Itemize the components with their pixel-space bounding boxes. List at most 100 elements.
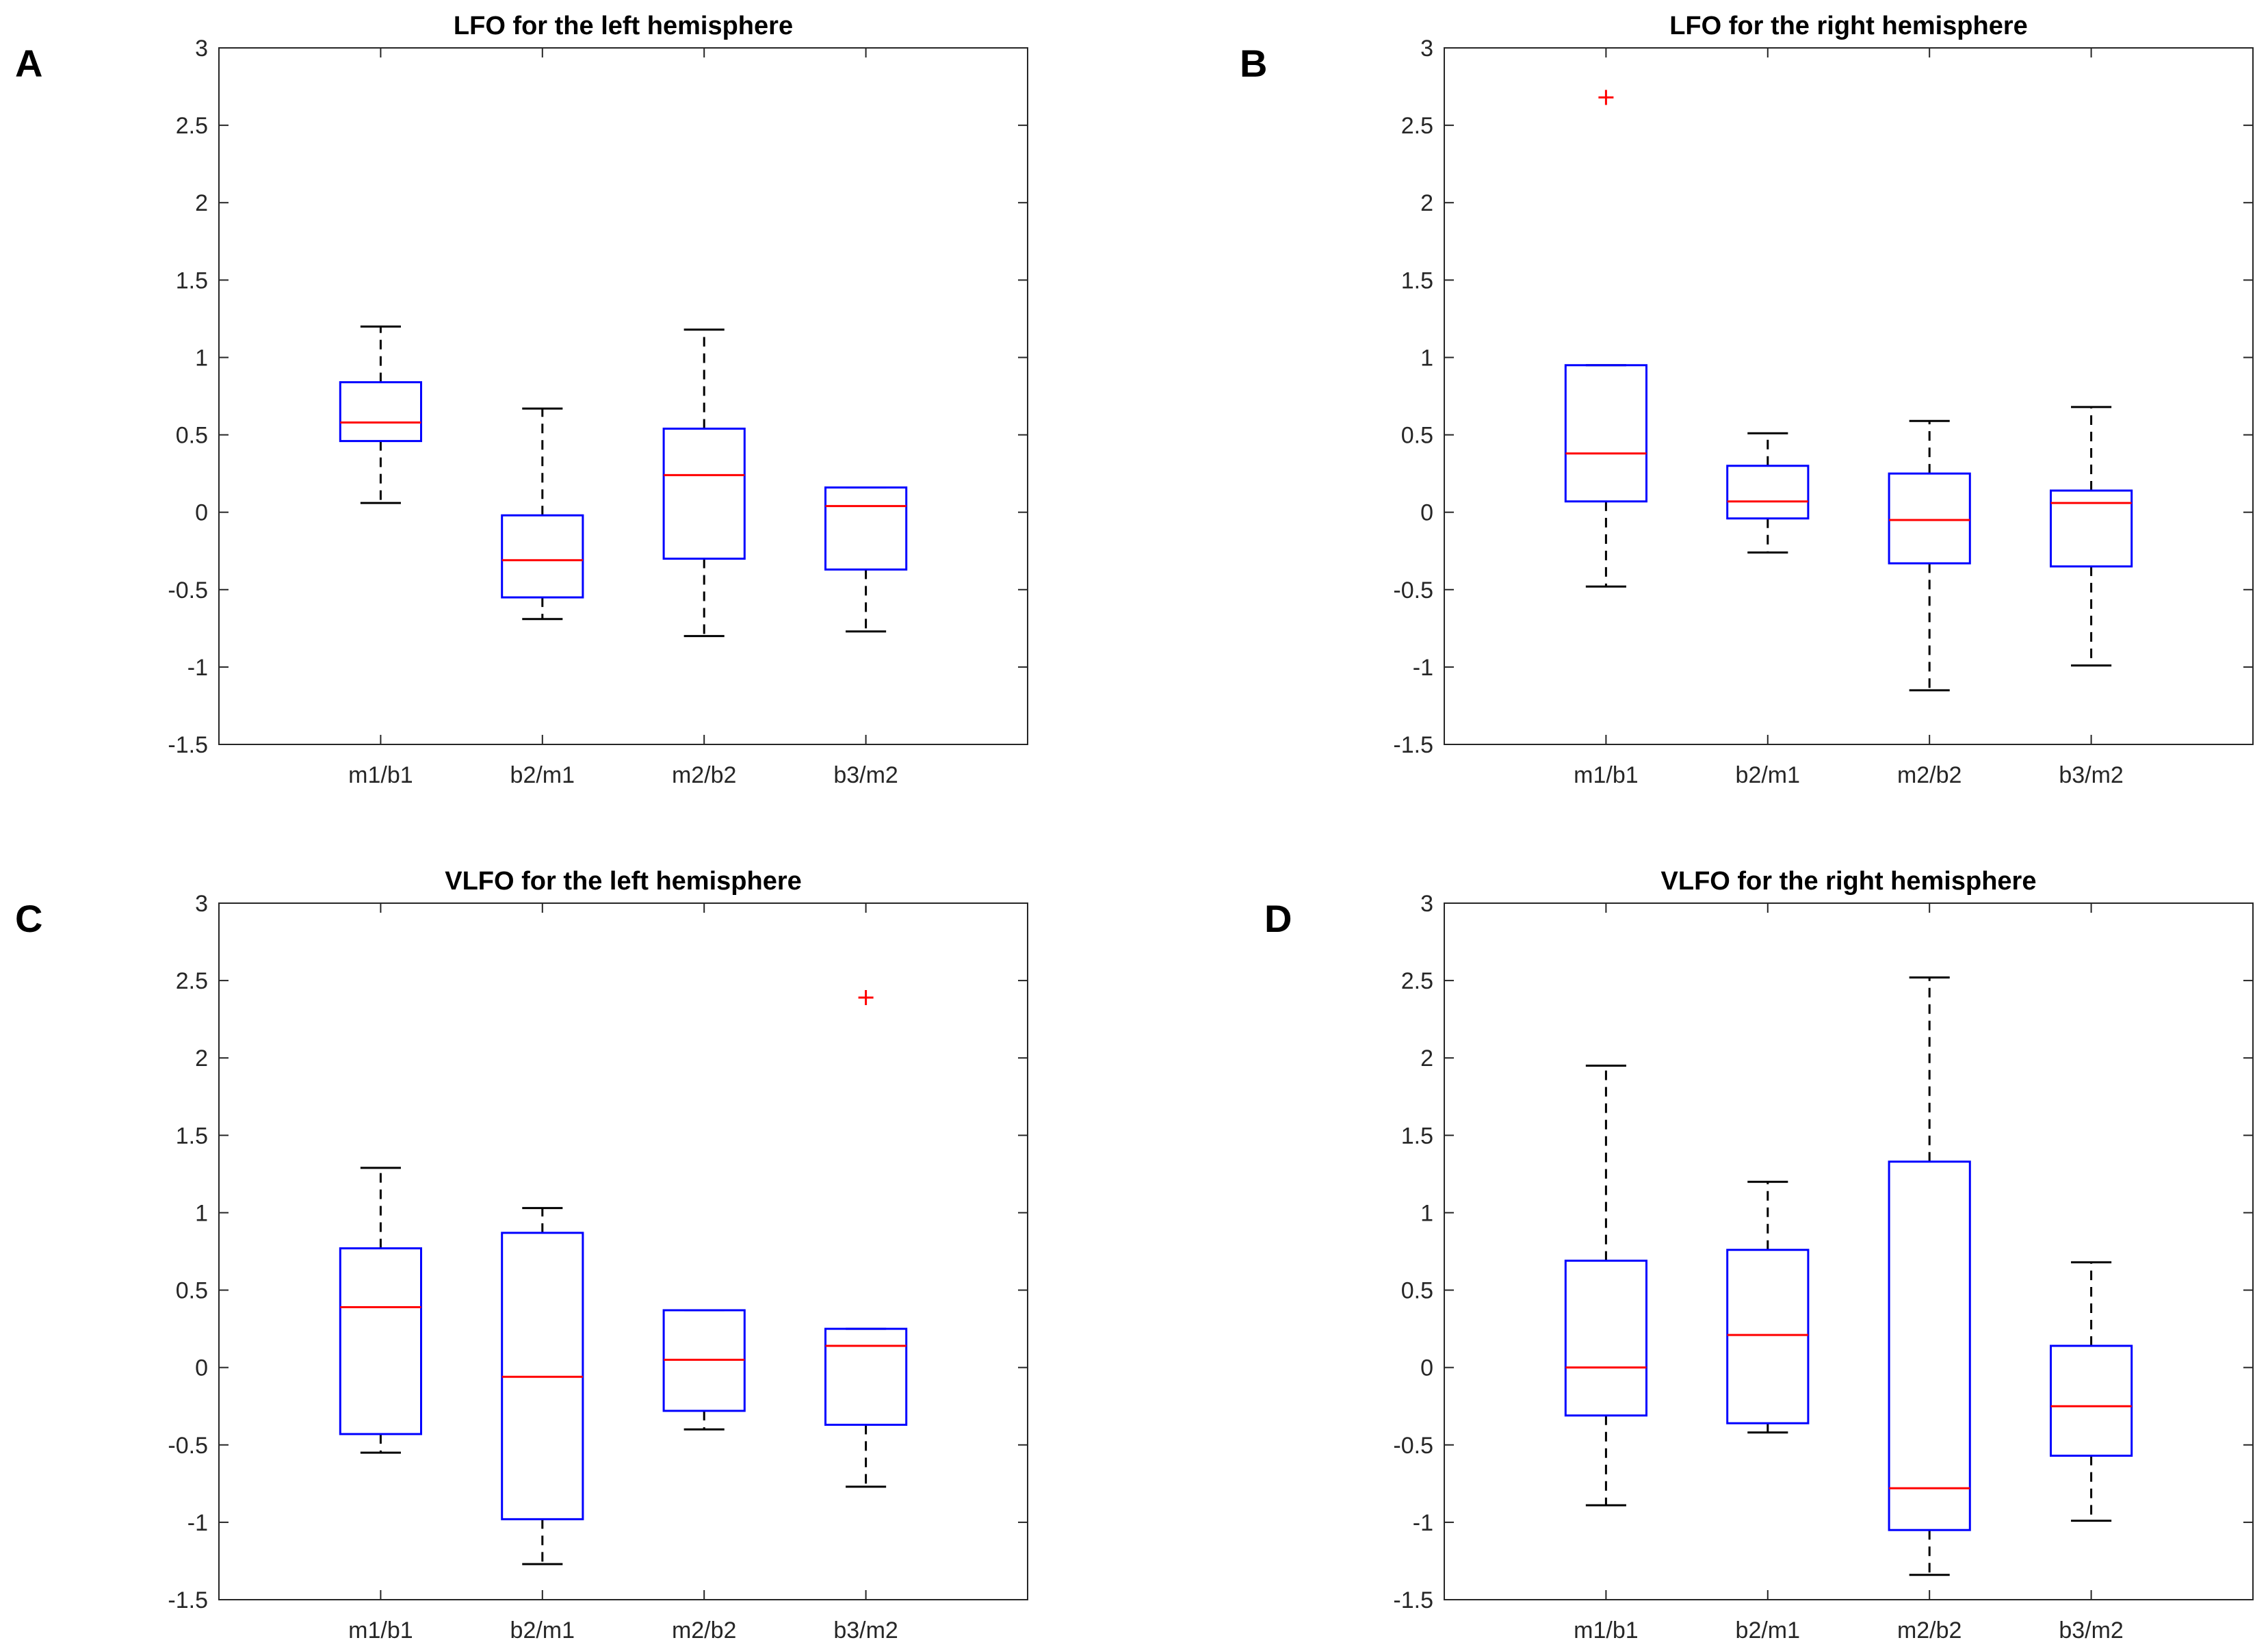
axes-frame — [218, 902, 1028, 1600]
y-tick-label: -1 — [1413, 1510, 1433, 1536]
x-tick-label: m1/b1 — [348, 1617, 413, 1643]
y-tick-label: 2 — [195, 1045, 208, 1071]
iqr-box — [2050, 1344, 2133, 1457]
x-tick-label: m1/b1 — [1574, 762, 1639, 788]
box-1 — [1564, 1065, 1648, 1507]
y-tick-label: 0 — [195, 500, 208, 526]
y-tick-label: -1.5 — [1393, 732, 1433, 758]
x-tick-label: m2/b2 — [1897, 1617, 1962, 1643]
box-4 — [2050, 1261, 2133, 1522]
y-tick-label: -1.5 — [168, 1587, 208, 1613]
x-tick-label: m2/b2 — [1897, 762, 1962, 788]
box-4 — [2050, 406, 2133, 667]
y-tick-label: 0 — [1420, 1355, 1433, 1381]
chart-panel-c: C VLFO for the left hemisphere -1.5 -1 -0.5 0… — [15, 867, 1028, 1643]
y-tick-label: 0 — [1420, 500, 1433, 526]
y-tick-label: 0 — [195, 1355, 208, 1381]
y-tick-label: 0.5 — [176, 423, 208, 449]
chart-title: VLFO for the left hemisphere — [445, 867, 802, 896]
panel-label: A — [15, 42, 42, 85]
y-tick-label: 2.5 — [1401, 113, 1433, 139]
axes-frame — [1444, 47, 2254, 745]
y-tick-label: 0.5 — [1401, 1278, 1433, 1304]
y-tick-label: 1.5 — [176, 1123, 208, 1149]
iqr-box — [1888, 1160, 1971, 1531]
axes-frame — [1444, 902, 2254, 1600]
box-1 — [339, 1167, 422, 1454]
box-3 — [662, 1309, 746, 1431]
box-2 — [1726, 1180, 1810, 1434]
x-tick-label: b3/m2 — [833, 1617, 898, 1643]
y-tick-label: 3 — [1420, 891, 1433, 917]
y-tick-label: 2.5 — [176, 968, 208, 994]
y-tick-label: -0.5 — [168, 1433, 208, 1459]
iqr-box — [824, 486, 908, 571]
panel-label: B — [1240, 42, 1267, 85]
x-tick-label: m2/b2 — [672, 762, 737, 788]
panel-label: C — [15, 897, 42, 940]
y-tick-label: 3 — [195, 891, 208, 917]
iqr-box — [1888, 472, 1971, 564]
y-tick-label: 1 — [195, 1200, 208, 1226]
y-tick-label: -0.5 — [1393, 1433, 1433, 1459]
y-tick-label: 1.5 — [1401, 268, 1433, 294]
y-tick-label: 0.5 — [176, 1278, 208, 1304]
iqr-box — [1726, 1249, 1810, 1425]
y-tick-label: -1 — [1413, 655, 1433, 681]
iqr-box — [824, 1327, 908, 1426]
iqr-box — [2050, 489, 2133, 568]
x-tick-label: m2/b2 — [672, 1617, 737, 1643]
x-tick-label: b3/m2 — [833, 762, 898, 788]
iqr-box — [339, 1247, 422, 1435]
box-2 — [501, 407, 584, 621]
y-tick-label: 3 — [195, 36, 208, 62]
y-tick-label: 3 — [1420, 36, 1433, 62]
y-tick-label: 2 — [1420, 190, 1433, 216]
y-tick-label: 1 — [195, 345, 208, 371]
y-tick-label: 2.5 — [176, 113, 208, 139]
chart-title: LFO for the right hemisphere — [1669, 12, 2028, 40]
y-tick-label: -0.5 — [1393, 577, 1433, 603]
iqr-box — [1564, 364, 1648, 503]
x-tick-label: b2/m1 — [1736, 1617, 1801, 1643]
box-3 — [662, 328, 746, 638]
x-tick-label: m1/b1 — [348, 762, 413, 788]
iqr-box — [339, 381, 422, 443]
box-3 — [1888, 976, 1971, 1576]
iqr-box — [662, 428, 746, 560]
x-tick-label: b2/m1 — [1736, 762, 1801, 788]
y-tick-label: 1.5 — [1401, 1123, 1433, 1149]
y-tick-label: 1.5 — [176, 268, 208, 294]
box-2 — [1726, 432, 1810, 554]
y-tick-label: -1 — [187, 655, 208, 681]
box-4 — [824, 486, 908, 633]
y-tick-label: 2.5 — [1401, 968, 1433, 994]
y-tick-label: -1.5 — [168, 732, 208, 758]
iqr-box — [501, 514, 584, 599]
y-tick-label: 1 — [1420, 345, 1433, 371]
chart-panel-a: A LFO for the left hemisphere -1.5 -1 -0.5 0 0… — [15, 12, 1028, 788]
y-tick-label: -0.5 — [168, 577, 208, 603]
box-1 — [1564, 90, 1648, 588]
x-tick-label: b3/m2 — [2059, 1617, 2124, 1643]
outlier-marker — [858, 989, 874, 1005]
chart-panel-d: D VLFO for the right hemisphere -1.5 -1 -0.5… — [1264, 867, 2254, 1643]
chart-title: VLFO for the right hemisphere — [1661, 867, 2037, 896]
chart-title: LFO for the left hemisphere — [454, 12, 793, 40]
x-tick-label: b3/m2 — [2059, 762, 2124, 788]
axes-frame — [218, 47, 1028, 745]
y-tick-label: 0.5 — [1401, 423, 1433, 449]
chart-panel-b: B LFO for the right hemisphere -1.5 -1 -0.5 0… — [1240, 12, 2254, 788]
iqr-box — [1726, 465, 1810, 520]
box-3 — [1888, 419, 1971, 692]
panel-label: D — [1264, 897, 1292, 940]
box-1 — [339, 325, 422, 504]
outlier-marker — [1598, 90, 1614, 105]
y-tick-label: -1.5 — [1393, 1587, 1433, 1613]
x-tick-label: b2/m1 — [510, 1617, 575, 1643]
y-tick-label: 2 — [195, 190, 208, 216]
y-tick-label: -1 — [187, 1510, 208, 1536]
x-tick-label: b2/m1 — [510, 762, 575, 788]
y-tick-label: 1 — [1420, 1200, 1433, 1226]
